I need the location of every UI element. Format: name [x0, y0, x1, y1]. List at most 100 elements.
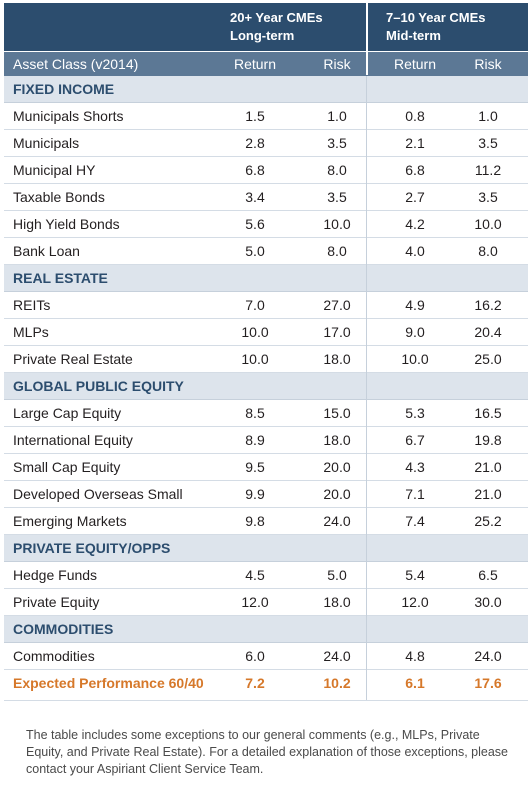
mt-return-cell: 4.8 — [405, 648, 425, 664]
lt-risk-header: Risk — [323, 56, 351, 72]
lt-return-cell: 9.9 — [245, 486, 265, 502]
lt-risk-cell: 24.0 — [323, 513, 351, 529]
mt-return-cell: 9.0 — [405, 324, 425, 340]
mt-risk-cell: 20.4 — [474, 324, 502, 340]
column-header-row: Asset Class (v2014) Return Risk Return R… — [4, 51, 528, 76]
mt-risk-cell: 3.5 — [478, 135, 498, 151]
column-divider — [366, 76, 367, 700]
asset-label: Hedge Funds — [13, 567, 98, 583]
lt-return-cell: 3.4 — [245, 189, 265, 205]
table-row: Large Cap Equity 8.5 15.0 5.3 16.5 — [4, 400, 528, 427]
asset-label: Commodities — [13, 648, 95, 664]
lt-risk-cell: 18.0 — [323, 432, 351, 448]
lt-risk-cell: 1.0 — [327, 108, 347, 124]
table-row: International Equity 8.9 18.0 6.7 19.8 — [4, 427, 528, 454]
mt-return-cell: 4.3 — [405, 459, 425, 475]
mt-return-cell: 5.3 — [405, 405, 425, 421]
mt-return-cell: 7.1 — [405, 486, 425, 502]
asset-label: Bank Loan — [13, 243, 80, 259]
lt-risk-cell: 17.0 — [323, 324, 351, 340]
mt-return-header: Return — [393, 56, 437, 72]
mt-risk-cell: 25.0 — [474, 351, 502, 367]
lt-return-cell: 7.0 — [245, 297, 265, 313]
table-row: Private Equity 12.0 18.0 12.0 30.0 — [4, 589, 528, 616]
lt-return-cell: 6.0 — [245, 648, 265, 664]
section-label: COMMODITIES — [13, 621, 114, 637]
lt-risk-cell: 24.0 — [323, 648, 351, 664]
asset-label: MLPs — [13, 324, 49, 340]
lt-risk-cell: 15.0 — [323, 405, 351, 421]
mt-return-cell: 5.4 — [405, 567, 425, 583]
mid-term-subtitle: Mid-term — [386, 28, 441, 43]
table-row: Emerging Markets 9.8 24.0 7.4 25.2 — [4, 508, 528, 535]
lt-return-cell: 6.8 — [245, 162, 265, 178]
mt-risk-cell: 17.6 — [474, 675, 502, 691]
asset-label: Private Real Estate — [13, 351, 133, 367]
section-row: FIXED INCOME — [4, 76, 528, 103]
lt-return-cell: 8.9 — [245, 432, 265, 448]
long-term-group-header: 20+ Year CMEs Long-term — [230, 9, 323, 45]
lt-return-header: Return — [233, 56, 277, 72]
table-group-header: 20+ Year CMEs Long-term 7–10 Year CMEs M… — [4, 3, 528, 51]
mt-return-cell: 6.8 — [405, 162, 425, 178]
mt-risk-cell: 30.0 — [474, 594, 502, 610]
section-label: GLOBAL PUBLIC EQUITY — [13, 378, 184, 394]
mt-return-cell: 12.0 — [401, 594, 429, 610]
long-term-subtitle: Long-term — [230, 28, 295, 43]
table-row: Developed Overseas Small 9.9 20.0 7.1 21.0 — [4, 481, 528, 508]
asset-label: Large Cap Equity — [13, 405, 122, 421]
table-row: Commodities 6.0 24.0 4.8 24.0 — [4, 643, 528, 670]
lt-risk-cell: 20.0 — [323, 486, 351, 502]
lt-return-cell: 4.5 — [245, 567, 265, 583]
mid-term-title: 7–10 Year CMEs — [386, 10, 486, 25]
lt-risk-cell: 18.0 — [323, 594, 351, 610]
section-row: REAL ESTATE — [4, 265, 528, 292]
lt-return-cell: 7.2 — [245, 675, 265, 691]
asset-label: High Yield Bonds — [13, 216, 120, 232]
section-row: GLOBAL PUBLIC EQUITY — [4, 373, 528, 400]
mt-risk-cell: 16.2 — [474, 297, 502, 313]
mt-risk-cell: 11.2 — [474, 162, 502, 178]
section-row: COMMODITIES — [4, 616, 528, 643]
mt-risk-cell: 8.0 — [478, 243, 498, 259]
asset-label: Municipals — [13, 135, 80, 151]
mt-risk-header: Risk — [474, 56, 502, 72]
asset-label: International Equity — [13, 432, 133, 448]
table-row: REITs 7.0 27.0 4.9 16.2 — [4, 292, 528, 319]
lt-return-cell: 12.0 — [241, 594, 269, 610]
footnote: The table includes some exceptions to ou… — [26, 728, 509, 776]
mt-risk-cell: 25.2 — [474, 513, 502, 529]
lt-risk-cell: 8.0 — [327, 162, 347, 178]
mt-return-cell: 0.8 — [405, 108, 425, 124]
asset-label: REITs — [13, 297, 51, 313]
section-label: FIXED INCOME — [13, 81, 115, 97]
mt-return-cell: 10.0 — [401, 351, 429, 367]
section-label: REAL ESTATE — [13, 270, 108, 286]
mt-risk-cell: 19.8 — [474, 432, 502, 448]
table-row: High Yield Bonds 5.6 10.0 4.2 10.0 — [4, 211, 528, 238]
mt-risk-cell: 10.0 — [474, 216, 502, 232]
table-row: Bank Loan 5.0 8.0 4.0 8.0 — [4, 238, 528, 265]
asset-label: Private Equity — [13, 594, 100, 610]
table-row: Municipals 2.8 3.5 2.1 3.5 — [4, 130, 528, 157]
mt-return-cell: 2.1 — [405, 135, 425, 151]
asset-label: Municipal HY — [13, 162, 96, 178]
mt-return-cell: 4.0 — [405, 243, 425, 259]
lt-return-cell: 5.0 — [245, 243, 265, 259]
mt-risk-cell: 24.0 — [474, 648, 502, 664]
lt-return-cell: 10.0 — [241, 324, 269, 340]
table-row: Municipal HY 6.8 8.0 6.8 11.2 — [4, 157, 528, 184]
table-row: Municipals Shorts 1.5 1.0 0.8 1.0 — [4, 103, 528, 130]
asset-label: Taxable Bonds — [13, 189, 105, 205]
mt-risk-cell: 16.5 — [474, 405, 502, 421]
section-label: PRIVATE EQUITY/OPPS — [13, 540, 171, 556]
lt-return-cell: 1.5 — [245, 108, 265, 124]
lt-risk-cell: 8.0 — [327, 243, 347, 259]
table-row: Private Real Estate 10.0 18.0 10.0 25.0 — [4, 346, 528, 373]
lt-risk-cell: 20.0 — [323, 459, 351, 475]
lt-risk-cell: 10.0 — [323, 216, 351, 232]
asset-class-header: Asset Class (v2014) — [13, 56, 139, 72]
lt-risk-cell: 3.5 — [327, 135, 347, 151]
mt-risk-cell: 21.0 — [474, 486, 502, 502]
lt-risk-cell: 5.0 — [327, 567, 347, 583]
